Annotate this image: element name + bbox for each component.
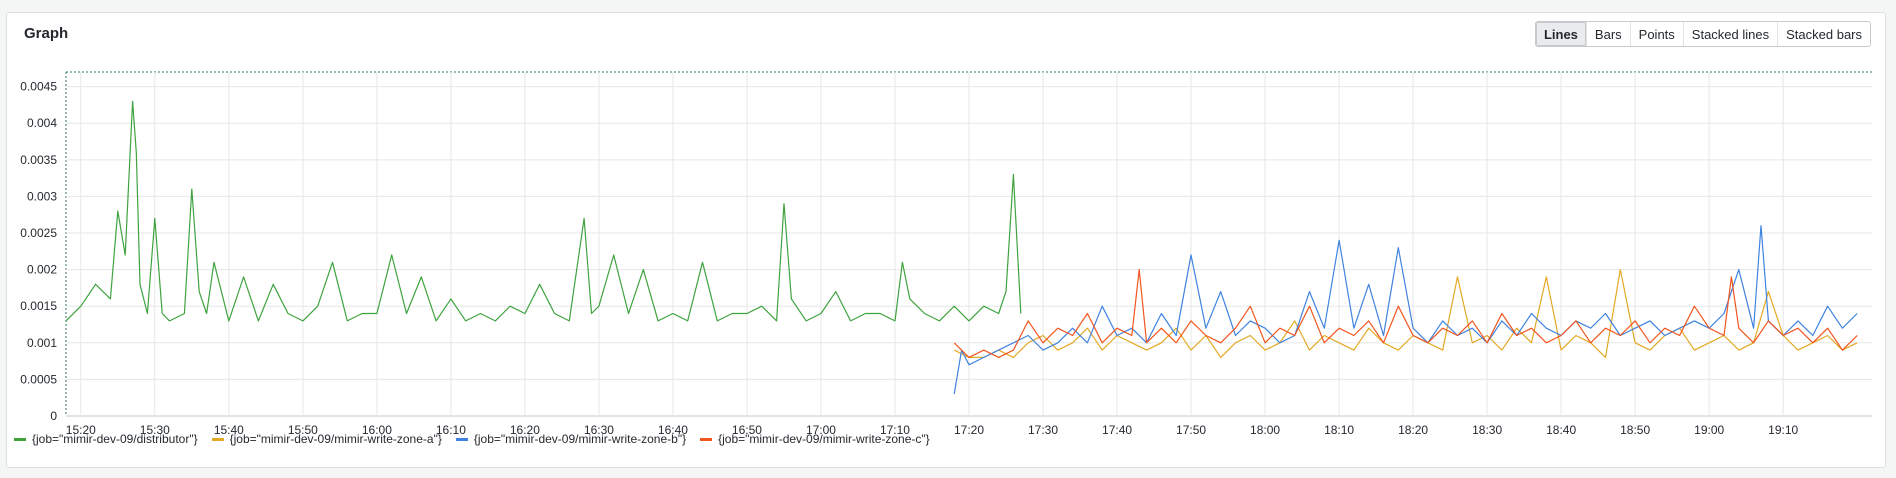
x-tick-label: 15:30 <box>140 423 170 437</box>
mode-lines-button[interactable]: Lines <box>1535 22 1586 46</box>
x-tick-label: 15:20 <box>66 423 96 437</box>
x-tick-label: 17:50 <box>1176 423 1206 437</box>
x-tick-label: 18:50 <box>1620 423 1650 437</box>
x-tick-label: 16:20 <box>510 423 540 437</box>
legend-swatch <box>700 437 713 441</box>
x-tick-label: 16:50 <box>732 423 762 437</box>
y-tick-label: 0.0035 <box>20 153 57 167</box>
legend-label: {job="mimir-dev-09/mimir-write-zone-c"} <box>718 432 930 446</box>
display-mode-switcher: Lines Bars Points Stacked lines Stacked … <box>1534 21 1871 47</box>
legend-swatch <box>455 437 468 441</box>
x-tick-label: 19:00 <box>1694 423 1724 437</box>
mode-bars-button[interactable]: Bars <box>1585 22 1630 46</box>
y-tick-label: 0.001 <box>27 336 57 350</box>
legend-label: {job="mimir-dev-09/mimir-write-zone-a"} <box>229 432 442 446</box>
legend-label: {job="mimir-dev-09/mimir-write-zone-b"} <box>473 432 687 446</box>
x-tick-label: 16:00 <box>362 423 392 437</box>
x-tick-label: 18:20 <box>1398 423 1428 437</box>
y-tick-label: 0.002 <box>27 263 57 277</box>
panel-title: Graph <box>24 25 69 42</box>
legend: {job="mimir-dev-09/distributor"} {job="m… <box>14 432 930 446</box>
y-tick-label: 0.004 <box>27 116 57 130</box>
series-line-2 <box>953 225 1858 395</box>
x-tick-label: 18:10 <box>1324 423 1354 437</box>
x-tick-label: 19:10 <box>1768 423 1798 437</box>
series-line-1 <box>953 269 1858 358</box>
legend-swatch <box>211 437 224 441</box>
x-tick-label: 15:40 <box>214 423 244 437</box>
series-line-3 <box>953 269 1858 358</box>
y-tick-label: 0.0025 <box>20 226 57 240</box>
legend-item-zone-a[interactable]: {job="mimir-dev-09/mimir-write-zone-a"} <box>211 432 442 446</box>
mode-stacked-bars-button[interactable]: Stacked bars <box>1777 22 1870 46</box>
x-tick-label: 17:20 <box>954 423 984 437</box>
y-tick-label: 0.0005 <box>20 372 57 386</box>
x-tick-label: 15:50 <box>288 423 318 437</box>
x-tick-label: 18:30 <box>1472 423 1502 437</box>
legend-item-zone-c[interactable]: {job="mimir-dev-09/mimir-write-zone-c"} <box>700 432 930 446</box>
legend-item-distributor[interactable]: {job="mimir-dev-09/distributor"} <box>14 432 198 446</box>
legend-swatch <box>14 437 26 441</box>
y-tick-label: 0 <box>50 409 57 423</box>
x-tick-label: 17:10 <box>880 423 910 437</box>
x-tick-label: 16:40 <box>658 423 688 437</box>
y-tick-label: 0.0045 <box>20 80 57 94</box>
x-tick-label: 17:00 <box>806 423 836 437</box>
x-tick-label: 18:40 <box>1546 423 1576 437</box>
graph-panel: Graph Lines Bars Points Stacked lines St… <box>6 12 1886 468</box>
x-tick-label: 17:40 <box>1102 423 1132 437</box>
series-line-0 <box>65 100 1022 322</box>
x-tick-label: 17:30 <box>1028 423 1058 437</box>
x-tick-label: 18:00 <box>1250 423 1280 437</box>
mode-stacked-lines-button[interactable]: Stacked lines <box>1682 22 1777 46</box>
legend-item-zone-b[interactable]: {job="mimir-dev-09/mimir-write-zone-b"} <box>455 432 687 446</box>
x-tick-label: 16:30 <box>584 423 614 437</box>
y-tick-label: 0.003 <box>27 189 57 203</box>
legend-label: {job="mimir-dev-09/distributor"} <box>32 432 198 446</box>
x-tick-label: 16:10 <box>436 423 466 437</box>
mode-points-button[interactable]: Points <box>1629 22 1683 46</box>
y-tick-label: 0.0015 <box>20 299 57 313</box>
